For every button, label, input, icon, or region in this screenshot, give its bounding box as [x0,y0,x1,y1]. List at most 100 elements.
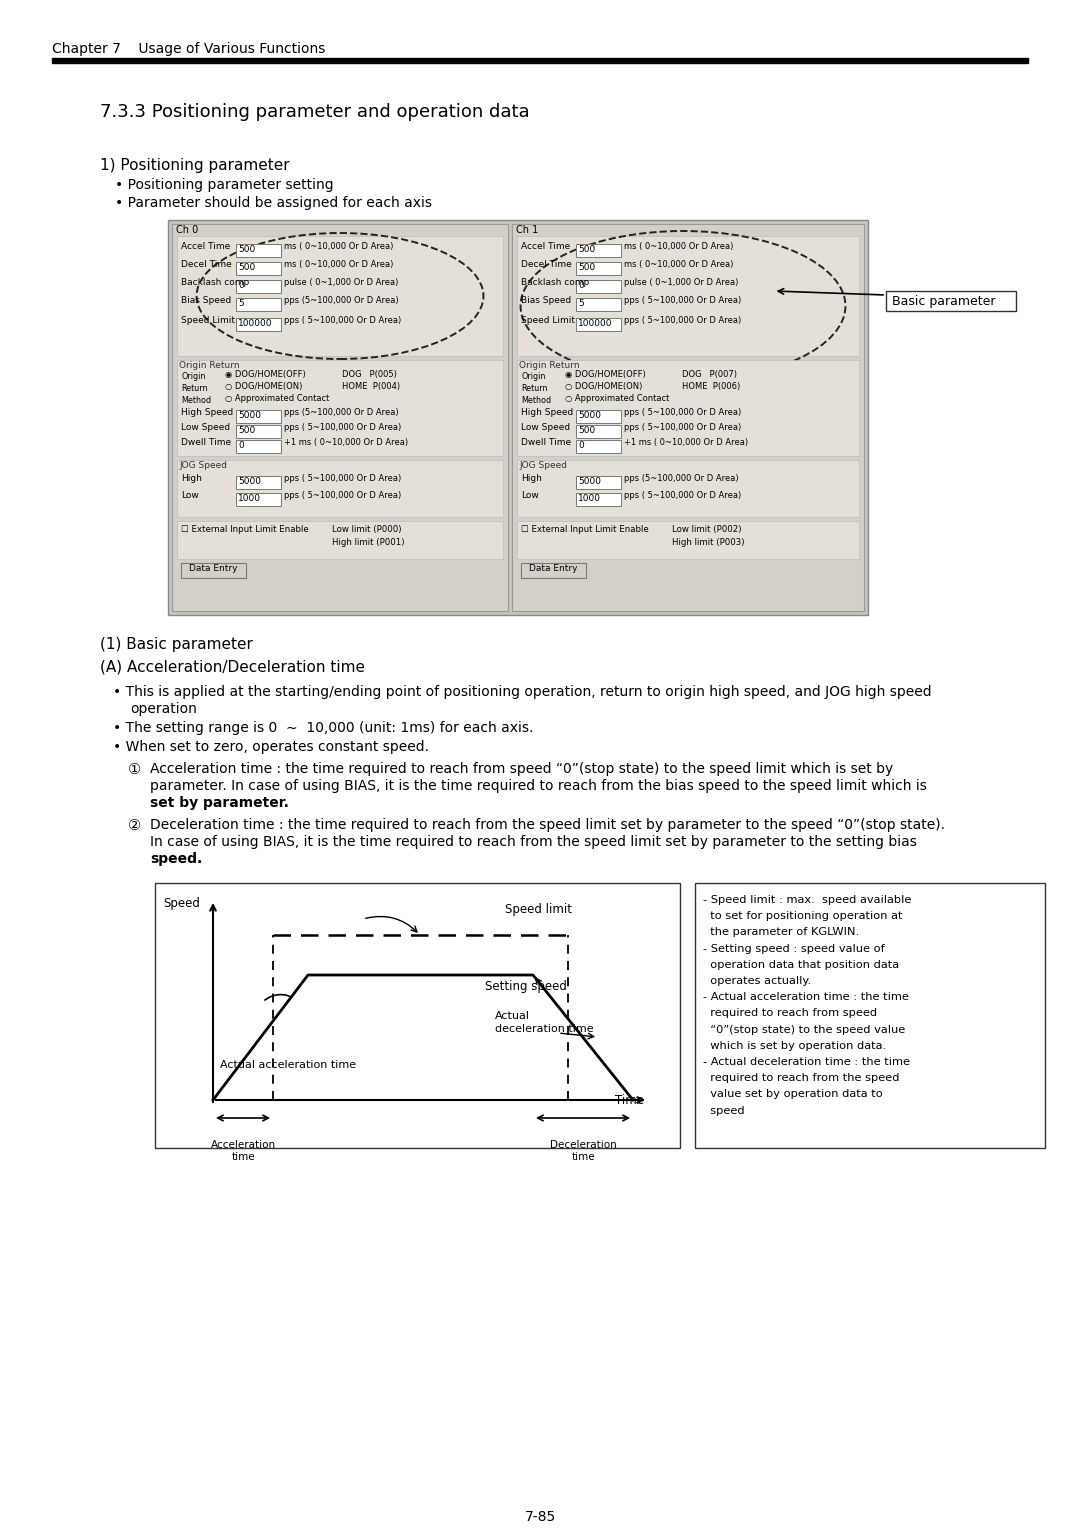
Text: Basic parameter: Basic parameter [892,295,996,309]
Text: Speed: Speed [163,897,200,911]
Bar [237,261,281,275]
Text: pps ( 5~100,000 Or D Area): pps ( 5~100,000 Or D Area) [624,490,741,500]
Text: HOME  P(004): HOME P(004) [342,382,400,391]
Text: to set for positioning operation at: to set for positioning operation at [703,911,903,921]
Text: speed.: speed. [150,853,202,866]
Bar [177,235,503,356]
Text: Acceleration time : the time required to reach from speed “0”(stop state) to the: Acceleration time : the time required to… [150,762,893,776]
Text: DOG   P(007): DOG P(007) [681,370,737,379]
Bar [576,494,621,506]
Text: 0: 0 [578,442,584,451]
Text: 5000: 5000 [238,411,261,420]
Text: 5000: 5000 [578,411,600,420]
Text: ◉ DOG/HOME(OFF): ◉ DOG/HOME(OFF) [565,370,646,379]
Text: ms ( 0~10,000 Or D Area): ms ( 0~10,000 Or D Area) [284,241,393,251]
Text: High Speed: High Speed [521,408,573,417]
Text: required to reach from the speed: required to reach from the speed [703,1073,900,1083]
Text: the parameter of KGLWIN.: the parameter of KGLWIN. [703,927,859,937]
Text: 0: 0 [238,281,244,290]
Text: Accel Time: Accel Time [181,241,230,251]
Text: 1) Positioning parameter: 1) Positioning parameter [100,157,289,173]
Text: 5: 5 [238,299,244,309]
Text: 500: 500 [238,426,255,435]
Bar [576,425,621,439]
Text: Time: Time [615,1094,644,1106]
Text: parameter. In case of using BIAS, it is the time required to reach from the bias: parameter. In case of using BIAS, it is … [150,779,927,793]
Bar [237,477,281,489]
Text: pps ( 5~100,000 Or D Area): pps ( 5~100,000 Or D Area) [284,490,402,500]
Text: ①: ① [129,762,141,778]
Text: Actual: Actual [495,1012,530,1021]
Bar [237,318,281,332]
Text: Actual acceleration time: Actual acceleration time [220,1060,356,1070]
Text: ms ( 0~10,000 Or D Area): ms ( 0~10,000 Or D Area) [624,260,733,269]
Text: Decel Time: Decel Time [521,260,571,269]
Text: pps ( 5~100,000 Or D Area): pps ( 5~100,000 Or D Area) [624,408,741,417]
Text: HOME  P(006): HOME P(006) [681,382,740,391]
Text: ☐ External Input Limit Enable: ☐ External Input Limit Enable [521,526,649,533]
Text: Low limit (P000): Low limit (P000) [332,526,402,533]
Bar [517,460,859,516]
Text: Speed Limit: Speed Limit [181,316,235,325]
Text: deceleration time: deceleration time [495,1024,594,1034]
Text: 7.3.3 Positioning parameter and operation data: 7.3.3 Positioning parameter and operatio… [100,102,529,121]
Text: Dwell Time: Dwell Time [181,439,231,448]
Bar [576,244,621,257]
Text: ○ Approximated Contact: ○ Approximated Contact [565,394,670,403]
Text: Data Entry: Data Entry [189,564,238,573]
Text: speed: speed [703,1106,744,1115]
Text: (1) Basic parameter: (1) Basic parameter [100,637,253,652]
Text: which is set by operation data.: which is set by operation data. [703,1041,886,1051]
Text: 0: 0 [578,281,584,290]
Text: • Parameter should be assigned for each axis: • Parameter should be assigned for each … [114,196,432,209]
Text: 100000: 100000 [238,319,272,329]
Bar [237,280,281,293]
Text: pps ( 5~100,000 Or D Area): pps ( 5~100,000 Or D Area) [624,316,741,325]
Text: 500: 500 [238,263,255,272]
Bar [168,220,868,614]
Text: ②: ② [129,817,141,833]
Bar [512,225,864,611]
Text: Low Speed: Low Speed [521,423,570,432]
Text: 100000: 100000 [578,319,612,329]
Text: 500: 500 [578,263,595,272]
Text: Bias Speed: Bias Speed [181,296,231,306]
Text: pps ( 5~100,000 Or D Area): pps ( 5~100,000 Or D Area) [284,423,402,432]
Bar [237,440,281,452]
Text: - Actual deceleration time : the time: - Actual deceleration time : the time [703,1057,910,1067]
Text: Origin Return: Origin Return [179,361,240,370]
Text: ms ( 0~10,000 Or D Area): ms ( 0~10,000 Or D Area) [284,260,393,269]
Text: 500: 500 [578,426,595,435]
Text: Origin
Return
Method: Origin Return Method [521,371,551,405]
Text: 5000: 5000 [578,477,600,486]
Text: ○ Approximated Contact: ○ Approximated Contact [225,394,329,403]
Text: Backlash comp: Backlash comp [521,278,590,287]
Text: operates actually.: operates actually. [703,976,811,986]
Text: Data Entry: Data Entry [529,564,578,573]
Bar [181,562,246,578]
Text: 500: 500 [238,244,255,254]
Bar [237,244,281,257]
Text: • This is applied at the starting/ending point of positioning operation, return : • This is applied at the starting/ending… [113,685,932,698]
Text: 0: 0 [238,442,244,451]
Text: High: High [181,474,202,483]
Bar [177,361,503,455]
Text: JOG Speed: JOG Speed [519,461,567,471]
Text: 5: 5 [578,299,584,309]
Bar [517,235,859,356]
Bar [177,460,503,516]
Text: pps ( 5~100,000 Or D Area): pps ( 5~100,000 Or D Area) [284,474,402,483]
Text: pps (5~100,000 Or D Area): pps (5~100,000 Or D Area) [284,296,399,306]
Text: +1 ms ( 0~10,000 Or D Area): +1 ms ( 0~10,000 Or D Area) [624,439,748,448]
Text: High limit (P003): High limit (P003) [672,538,744,547]
Text: Deceleration time : the time required to reach from the speed limit set by param: Deceleration time : the time required to… [150,817,945,833]
Text: “0”(stop state) to the speed value: “0”(stop state) to the speed value [703,1025,905,1034]
Text: ms ( 0~10,000 Or D Area): ms ( 0~10,000 Or D Area) [624,241,733,251]
Text: Origin Return: Origin Return [519,361,580,370]
Text: Low: Low [181,490,199,500]
Text: 1000: 1000 [578,494,600,503]
Text: 500: 500 [578,244,595,254]
Text: pps ( 5~100,000 Or D Area): pps ( 5~100,000 Or D Area) [624,296,741,306]
Text: Deceleration
time: Deceleration time [550,1140,617,1161]
Text: Low: Low [521,490,539,500]
